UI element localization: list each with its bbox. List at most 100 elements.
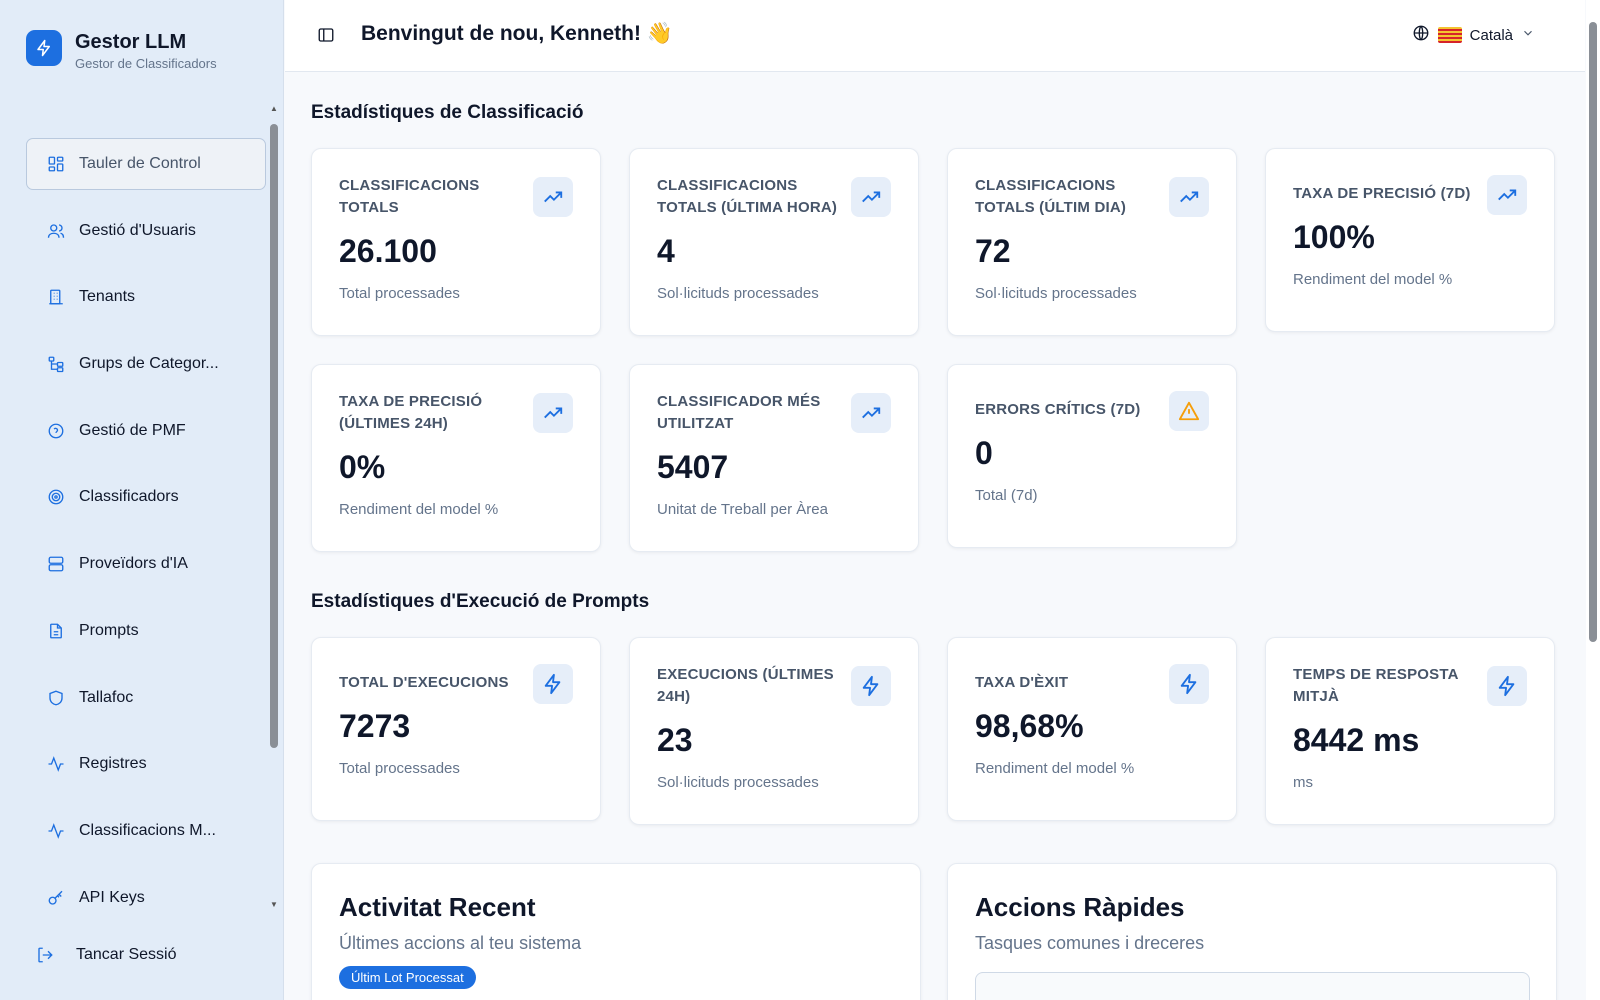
sidebar-item-label: API Keys xyxy=(79,888,145,906)
top-header: Benvingut de nou, Kenneth! 👋 Català xyxy=(285,0,1585,72)
sidebar-item-label: Grups de Categor... xyxy=(79,355,219,373)
stat-subtitle: Rendiment del model % xyxy=(1293,271,1453,288)
sidebar-nav: Tauler de Control Gestió d'Usuaris Tenan… xyxy=(26,138,266,938)
dashboard-icon xyxy=(47,155,65,173)
quick-actions-title: Accions Ràpides xyxy=(975,892,1185,922)
stat-card-total-classifications: Classificacions totals 26.100 Total proc… xyxy=(311,148,601,336)
server-icon xyxy=(47,555,65,573)
sidebar-item-label: Gestió d'Usuaris xyxy=(79,221,196,239)
lightning-logo-icon xyxy=(26,30,62,66)
zap-icon xyxy=(851,666,891,706)
sidebar-item-ai-providers[interactable]: Proveïdors d'IA xyxy=(26,538,266,590)
stat-card-executions-24h: Execucions (últimes 24h) 23 Sol·licituds… xyxy=(629,637,919,825)
sidebar-item-prompts[interactable]: Prompts xyxy=(26,605,266,657)
sidebar-item-label: Proveïdors d'IA xyxy=(79,555,188,573)
stat-subtitle: Rendiment del model % xyxy=(339,501,499,518)
sidebar-item-tenants[interactable]: Tenants xyxy=(26,271,266,323)
zap-icon xyxy=(533,664,573,704)
scroll-down-arrow-icon[interactable]: ▼ xyxy=(270,900,278,909)
stat-subtitle: Sol·licituds processades xyxy=(975,285,1137,302)
building-icon xyxy=(47,288,65,306)
logout-button[interactable]: Tancar Sessió xyxy=(26,930,266,980)
brand[interactable]: Gestor LLM Gestor de Classificadors xyxy=(26,30,217,71)
stat-label: Taxa d'èxit xyxy=(975,674,1069,691)
main-scrollbar[interactable] xyxy=(1586,0,1600,1000)
sidebar-item-api-keys[interactable]: API Keys xyxy=(26,872,266,924)
stat-label: Errors crítics (7d) xyxy=(975,401,1141,418)
stat-value: 0 xyxy=(975,435,993,471)
last-batch-badge[interactable]: Últim Lot Processat xyxy=(339,966,476,989)
recent-activity-subtitle: Últimes accions al teu sistema xyxy=(339,933,582,953)
stat-value: 7273 xyxy=(339,708,411,744)
warning-icon xyxy=(1169,391,1209,431)
stat-label: Classificador més utilitzat xyxy=(657,393,821,432)
stat-card-success-rate: Taxa d'èxit 98,68% Rendiment del model % xyxy=(947,637,1237,821)
stat-subtitle: Sol·licituds processades xyxy=(657,285,819,302)
stat-value: 72 xyxy=(975,233,1011,269)
stat-value: 98,68% xyxy=(975,708,1084,744)
sidebar-scrollbar[interactable]: ▲ ▼ xyxy=(268,104,280,910)
stat-label: Classificacions totals (últim dia) xyxy=(975,177,1127,216)
sidebar-item-category-groups[interactable]: Grups de Categor... xyxy=(26,338,266,390)
stat-value: 100% xyxy=(1293,219,1375,255)
zap-icon xyxy=(1487,666,1527,706)
stat-card-classifications-last-day: Classificacions totals (últim dia) 72 So… xyxy=(947,148,1237,336)
welcome-title: Benvingut de nou, Kenneth! 👋 xyxy=(361,22,673,45)
language-selector[interactable]: Català xyxy=(1412,24,1535,46)
sidebar-item-faq[interactable]: Gestió de PMF xyxy=(26,405,266,457)
sidebar-item-classifications[interactable]: Classificacions M... xyxy=(26,805,266,857)
catalan-flag-icon xyxy=(1437,27,1462,43)
stat-card-accuracy-7d: Taxa de precisió (7d) 100% Rendiment del… xyxy=(1265,148,1555,332)
stat-value: 5407 xyxy=(657,449,729,485)
quick-actions-panel: Accions Ràpides Tasques comunes i drecer… xyxy=(947,863,1557,1000)
sidebar-item-users[interactable]: Gestió d'Usuaris xyxy=(26,205,266,257)
stat-card-critical-errors: Errors crítics (7d) 0 Total (7d) xyxy=(947,364,1237,548)
stat-label: Temps de resposta mitjà xyxy=(1293,666,1459,705)
stat-value: 26.100 xyxy=(339,233,437,269)
stat-label: Classificacions totals xyxy=(339,177,480,216)
recent-activity-panel: Activitat Recent Últimes accions al teu … xyxy=(311,863,921,1000)
sidebar-item-label: Registres xyxy=(79,755,147,773)
trending-up-icon xyxy=(1487,175,1527,215)
sidebar-item-label: Prompts xyxy=(79,621,139,639)
stat-subtitle: Total processades xyxy=(339,285,460,302)
sidebar-item-classifiers[interactable]: Classificadors xyxy=(26,471,266,523)
help-circle-icon xyxy=(47,422,65,440)
stat-label: Execucions (últimes 24h) xyxy=(657,666,834,705)
activity-icon xyxy=(47,822,65,840)
brand-subtitle: Gestor de Classificadors xyxy=(75,56,217,71)
stat-value: 8442 ms xyxy=(1293,722,1420,758)
quick-action-item[interactable] xyxy=(975,972,1530,1000)
stat-subtitle: ms xyxy=(1293,774,1313,791)
trending-up-icon xyxy=(851,177,891,217)
stat-subtitle: Unitat de Treball per Àrea xyxy=(657,501,828,518)
stat-label: Taxa de precisió (7d) xyxy=(1293,185,1471,202)
sidebar-item-label: Tenants xyxy=(79,288,136,306)
logout-label: Tancar Sessió xyxy=(76,946,177,963)
shield-icon xyxy=(47,689,65,707)
chevron-down-icon xyxy=(1521,26,1535,44)
stat-card-classifications-last-hour: Classificacions totals (última hora) 4 S… xyxy=(629,148,919,336)
main-scroll-thumb[interactable] xyxy=(1589,22,1597,642)
stat-value: 23 xyxy=(657,722,693,758)
sidebar-item-logs[interactable]: Registres xyxy=(26,738,266,790)
classification-stats-title: Estadístiques de Classificació xyxy=(311,102,584,123)
language-label: Català xyxy=(1469,26,1513,44)
sidebar-item-firewall[interactable]: Tallafoc xyxy=(26,672,266,724)
sidebar-item-label: Tallafoc xyxy=(79,688,134,706)
sidebar-item-label: Classificadors xyxy=(79,488,179,506)
sidebar-item-label: Classificacions M... xyxy=(79,821,216,839)
trending-up-icon xyxy=(851,393,891,433)
brand-title: Gestor LLM xyxy=(75,31,187,53)
sidebar-scroll-thumb[interactable] xyxy=(270,124,278,748)
sidebar-toggle-icon[interactable] xyxy=(317,26,335,44)
sidebar-item-label: Gestió de PMF xyxy=(79,421,186,439)
activity-icon xyxy=(47,755,65,773)
sidebar: Gestor LLM Gestor de Classificadors Taul… xyxy=(0,0,284,1000)
zap-icon xyxy=(1169,664,1209,704)
stat-card-accuracy-24h: Taxa de precisió (últimes 24h) 0% Rendim… xyxy=(311,364,601,552)
scroll-up-arrow-icon[interactable]: ▲ xyxy=(270,104,278,113)
stat-label: Total d'execucions xyxy=(339,674,509,691)
stat-value: 0% xyxy=(339,449,386,485)
sidebar-item-dashboard[interactable]: Tauler de Control xyxy=(26,138,266,190)
